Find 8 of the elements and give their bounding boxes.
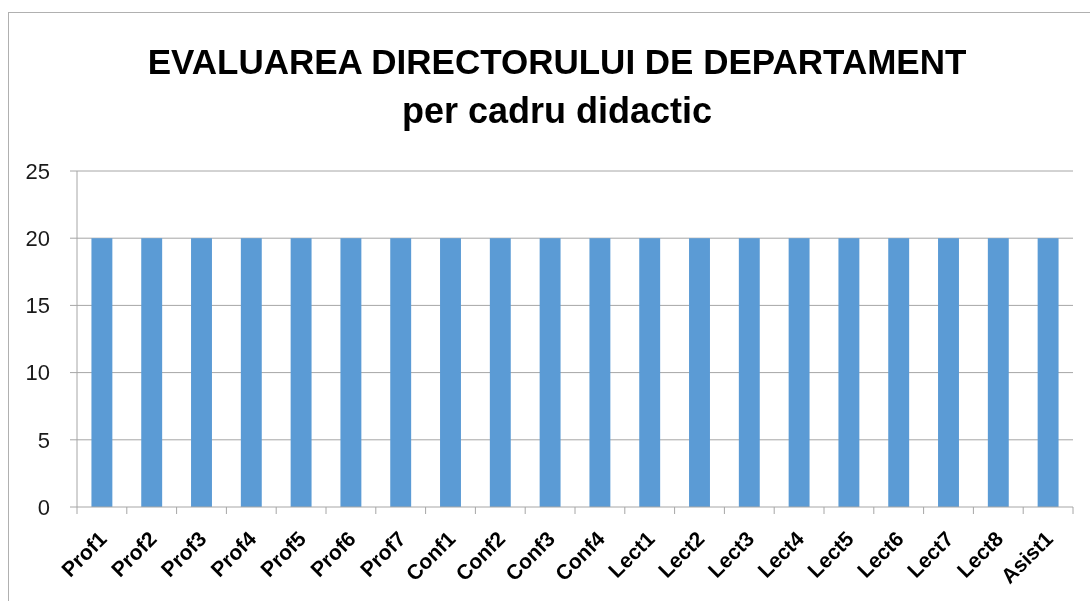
chart-title: EVALUAREA DIRECTORULUI DE DEPARTAMENT — [147, 42, 967, 81]
y-tick-label: 10 — [25, 360, 50, 386]
y-tick-label: 25 — [25, 158, 50, 184]
y-tick-label: 0 — [37, 494, 50, 520]
y-tick-label: 15 — [25, 293, 50, 319]
y-tick-label: 5 — [37, 427, 50, 453]
chart-subtitle: per cadru didactic — [401, 90, 713, 131]
y-tick-label: 20 — [25, 225, 50, 251]
